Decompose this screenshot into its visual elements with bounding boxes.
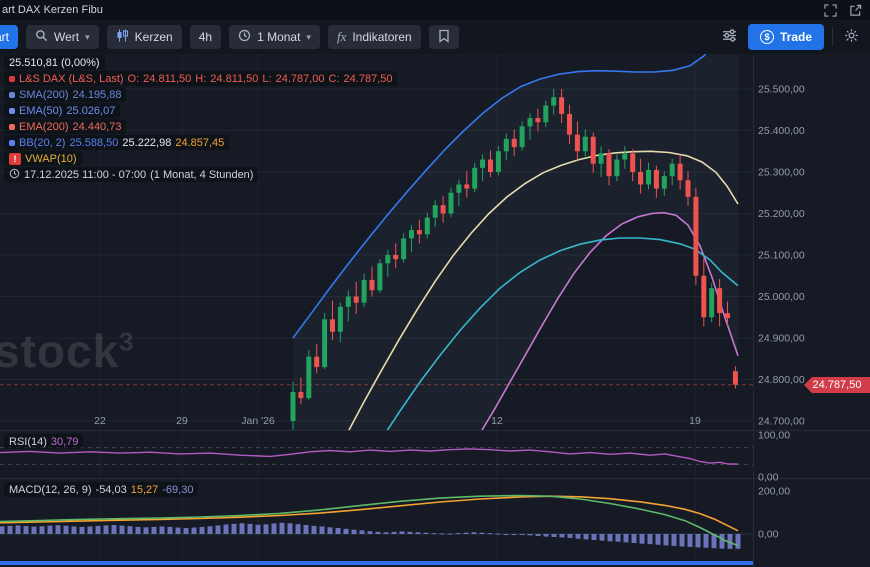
- indicators-label: Indikatoren: [352, 30, 412, 44]
- titlebar: art DAX Kerzen Fibu: [0, 0, 870, 20]
- interval-label: 4h: [198, 30, 213, 44]
- search-icon: [35, 29, 48, 45]
- price-axis-label: 25.000,00: [758, 291, 805, 303]
- chart-button[interactable]: art: [0, 25, 19, 49]
- candlestick-series: [290, 89, 738, 430]
- macd-axis-label: 200,00: [758, 486, 790, 498]
- ema200-legend-row[interactable]: EMA(200) 24.440,73: [4, 119, 127, 134]
- chart-settings-button[interactable]: [719, 25, 740, 49]
- range-label: 1 Monat: [257, 30, 301, 44]
- date-axis-label: 22: [94, 415, 106, 427]
- bb_lower-line: [481, 211, 739, 430]
- settings-gear-button[interactable]: [841, 25, 862, 49]
- window-title: art DAX Kerzen Fibu: [2, 4, 103, 16]
- rsi-indicator-label[interactable]: RSI(14) 30,79: [4, 434, 84, 449]
- bookmark-icon: [438, 29, 450, 46]
- gear-icon: [844, 28, 859, 46]
- price-axis-label: 24.700,00: [758, 416, 805, 428]
- warning-icon: !: [9, 152, 21, 165]
- price-axis-label: 25.200,00: [758, 208, 805, 220]
- toolbar-divider: [832, 28, 833, 46]
- rsi-pane: [0, 447, 753, 465]
- sma200-legend-row[interactable]: SMA(200) 24.195,88: [4, 87, 127, 102]
- last-price-tag: 24.787,50: [804, 377, 870, 393]
- range-button[interactable]: 1 Monat ▾: [229, 25, 320, 49]
- rsi-axis-label: 0,00: [758, 472, 779, 484]
- clock-icon: [238, 29, 251, 45]
- date-axis-label: 29: [176, 415, 188, 427]
- popout-icon[interactable]: [849, 4, 862, 17]
- rsi-axis-label: 100,00: [758, 430, 790, 442]
- bb_mid-line: [348, 150, 739, 430]
- macd-line: [0, 494, 739, 547]
- chart-info-row: 17.12.2025 11:00 - 07:00 (1 Monat, 4 Stu…: [4, 167, 259, 182]
- chevron-down-icon: ▾: [85, 31, 90, 42]
- trade-button[interactable]: $ Trade: [747, 24, 824, 50]
- pane-resize-bar[interactable]: [0, 561, 753, 565]
- price-axis-label: 25.100,00: [758, 250, 805, 262]
- interval-button[interactable]: 4h: [189, 25, 222, 49]
- ema50-marker: [9, 107, 15, 114]
- ema200-marker: [9, 123, 15, 130]
- instrument-marker: [9, 75, 15, 82]
- dollar-icon: $: [759, 30, 774, 44]
- macd-indicator-label[interactable]: MACD(12, 26, 9) -54,03 15,27 -69,30: [4, 482, 199, 497]
- price-axis-label: 24.900,00: [758, 333, 805, 345]
- date-axis-label: 19: [689, 415, 701, 427]
- date-axis-label: Jan '26: [241, 415, 275, 427]
- clock-icon: [9, 168, 20, 182]
- candlestick-icon: [116, 29, 129, 45]
- macd-signal-line: [0, 495, 739, 532]
- bb-marker: [9, 139, 15, 146]
- price-axis-label: 25.300,00: [758, 167, 805, 179]
- symbol-search-button[interactable]: Wert ▾: [26, 25, 99, 49]
- bb_upper-line: [292, 54, 707, 339]
- rsi-line: [0, 448, 739, 465]
- chevron-down-icon: ▾: [306, 31, 311, 42]
- indicators-button[interactable]: fx Indikatoren: [327, 25, 421, 49]
- tune-icon: [722, 28, 737, 46]
- vwap-legend-row[interactable]: ! VWAP(10): [4, 151, 82, 166]
- price-axis-label: 25.500,00: [758, 84, 805, 96]
- chart-button-label: art: [0, 30, 10, 44]
- date-axis-label: 12: [491, 415, 503, 427]
- fx-icon: fx: [336, 29, 347, 44]
- titlebar-actions: [824, 3, 862, 17]
- stock3-watermark: stock3: [0, 325, 135, 377]
- macd-axis-label: 0,00: [758, 529, 779, 541]
- price-pane: [0, 54, 753, 430]
- sma200-marker: [9, 91, 15, 98]
- macd-pane: [0, 494, 753, 549]
- trade-label: Trade: [779, 30, 812, 44]
- symbol-search-label: Wert: [54, 30, 80, 44]
- bookmark-button[interactable]: [428, 25, 459, 49]
- chart-legend: 25.510,81 (0,00%) L&S DAX (L&S, Last) O:…: [4, 55, 398, 182]
- ema50-legend-row[interactable]: EMA(50) 25.026,07: [4, 103, 121, 118]
- price-axis-label: 25.400,00: [758, 125, 805, 137]
- price-axis-label: 24.800,00: [758, 374, 805, 386]
- chart-type-button[interactable]: Kerzen: [106, 25, 182, 49]
- bb-legend-row[interactable]: BB(20, 2) 25.588,50 25.222,98 24.857,45: [4, 135, 230, 150]
- axis-labels: 25.500,00 25.400,00 25.300,00 25.200,00 25.1…: [94, 84, 805, 541]
- price-change-line: 25.510,81 (0,00%): [4, 55, 105, 70]
- chart-toolbar: art Wert ▾ Kerzen 4h 1 Monat ▾ fx Indika…: [0, 20, 870, 54]
- pane-separators: [0, 54, 870, 567]
- ohlc-legend-row[interactable]: L&S DAX (L&S, Last) O: 24.811,50 H: 24.811…: [4, 71, 398, 86]
- bollinger-fill: [293, 54, 738, 430]
- ema50-line: [386, 237, 739, 430]
- expand-icon[interactable]: [824, 3, 837, 17]
- chart-type-label: Kerzen: [134, 30, 173, 44]
